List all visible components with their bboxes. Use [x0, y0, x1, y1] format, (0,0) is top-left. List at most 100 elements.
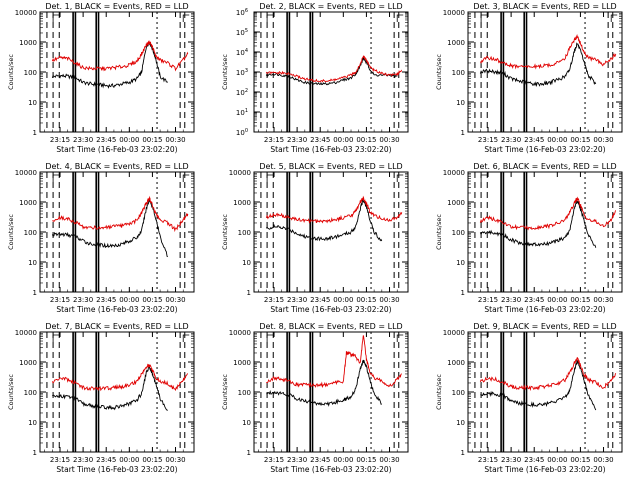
- y-tick-label: 10000: [443, 329, 465, 337]
- y-axis-label: Counts/sec: [435, 54, 443, 90]
- y-tick-label: 1: [247, 449, 251, 457]
- x-tick-label: 23:15: [50, 136, 70, 144]
- y-tick-label: 101: [236, 108, 248, 117]
- x-tick-label: 00:15: [356, 136, 376, 144]
- panel-det-5: Det. 5, BLACK = Events, RED = LLD 1 10 100 1…: [221, 162, 409, 314]
- x-tick-label: 00:00: [333, 136, 353, 144]
- x-tick-label: 23:45: [524, 136, 544, 144]
- panel-det-9: Det. 9, BLACK = Events, RED = LLD 1 10 100 1…: [435, 322, 623, 474]
- y-tick-label: 10000: [229, 329, 251, 337]
- panel-title: Det. 7, BLACK = Events, RED = LLD: [45, 322, 188, 331]
- y-tick-label: 10: [456, 419, 465, 427]
- panel-det-4: Det. 4, BLACK = Events, RED = LLD 1 10 100 1…: [7, 162, 195, 314]
- x-tick-label: 23:30: [73, 136, 93, 144]
- lld-series-line: [479, 196, 617, 231]
- y-tick-exponent: 3: [245, 68, 248, 74]
- x-tick-label: 23:45: [310, 456, 330, 464]
- x-tick-label: 00:00: [333, 296, 353, 304]
- x-tick-label: 00:15: [356, 296, 376, 304]
- y-tick-exponent: 5: [245, 28, 248, 34]
- x-tick-label: 23:45: [310, 136, 330, 144]
- marker-bracket: [182, 14, 190, 22]
- x-tick-label: 00:30: [593, 296, 613, 304]
- x-tick-label: 00:30: [379, 296, 399, 304]
- marker-bracket: [266, 334, 274, 342]
- y-axis-label: Counts/sec: [7, 214, 15, 250]
- y-tick-label: 1000: [19, 199, 37, 207]
- x-tick-label: 00:00: [547, 456, 567, 464]
- x-tick-label: 23:45: [310, 296, 330, 304]
- lld-series-line: [52, 195, 189, 233]
- y-tick-label: 1000: [19, 39, 37, 47]
- x-axis-label: Start Time (16-Feb-03 23:02:20): [270, 305, 391, 314]
- x-tick-label: 00:00: [119, 296, 139, 304]
- y-tick-exponent: 2: [245, 88, 248, 94]
- y-tick-label: 1: [33, 449, 37, 457]
- x-tick-label: 23:30: [501, 136, 521, 144]
- x-tick-label: 23:15: [264, 136, 284, 144]
- x-tick-label: 00:30: [165, 136, 185, 144]
- x-axis-label: Start Time (16-Feb-03 23:02:20): [56, 145, 177, 154]
- y-tick-label: 10000: [15, 329, 37, 337]
- x-tick-label: 00:30: [165, 456, 185, 464]
- y-tick-label: 100: [238, 389, 251, 397]
- events-series-line: [479, 200, 597, 248]
- marker-bracket: [266, 14, 274, 22]
- marker-bracket: [52, 334, 60, 342]
- y-tick-label: 10: [456, 99, 465, 107]
- x-tick-label: 23:15: [50, 296, 70, 304]
- y-tick-label: 100: [452, 69, 465, 77]
- marker-bracket: [182, 174, 190, 182]
- y-tick-label: 100: [24, 389, 37, 397]
- x-tick-label: 00:30: [165, 296, 185, 304]
- x-axis-label: Start Time (16-Feb-03 23:02:20): [484, 145, 605, 154]
- x-tick-label: 23:30: [501, 296, 521, 304]
- y-tick-label: 10: [242, 259, 251, 267]
- y-tick-label: 100: [452, 229, 465, 237]
- y-tick-exponent: 1: [245, 108, 248, 114]
- x-tick-label: 00:15: [570, 136, 590, 144]
- y-axis-label: Counts/sec: [435, 374, 443, 410]
- y-tick-label: 1: [33, 129, 37, 137]
- lld-series-line: [479, 34, 617, 70]
- panel-title: Det. 3, BLACK = Events, RED = LLD: [473, 2, 616, 11]
- y-tick-label: 100: [24, 229, 37, 237]
- panel-title: Det. 5, BLACK = Events, RED = LLD: [259, 162, 402, 171]
- y-tick-label: 10000: [443, 9, 465, 17]
- marker-bracket: [52, 14, 60, 22]
- x-tick-label: 00:30: [379, 136, 399, 144]
- panel-det-2: Det. 2, BLACK = Events, RED = LLD1001011…: [221, 2, 409, 154]
- marker-bracket: [610, 334, 618, 342]
- x-tick-label: 23:15: [478, 296, 498, 304]
- x-tick-label: 23:15: [50, 456, 70, 464]
- y-tick-label: 1000: [233, 359, 251, 367]
- y-tick-label: 100: [452, 389, 465, 397]
- x-tick-label: 23:30: [287, 456, 307, 464]
- y-tick-label: 1000: [447, 359, 465, 367]
- marker-bracket: [610, 14, 618, 22]
- x-tick-label: 00:00: [333, 456, 353, 464]
- x-tick-label: 23:30: [287, 136, 307, 144]
- x-tick-label: 00:15: [570, 296, 590, 304]
- x-tick-label: 23:30: [287, 296, 307, 304]
- x-axis-label: Start Time (16-Feb-03 23:02:20): [270, 145, 391, 154]
- y-tick-label: 1: [461, 449, 465, 457]
- marker-bracket: [396, 334, 404, 342]
- y-tick-label: 1: [33, 289, 37, 297]
- marker-bracket: [52, 174, 60, 182]
- y-axis-label: Counts/sec: [221, 54, 229, 90]
- y-tick-label: 105: [236, 28, 248, 37]
- x-tick-label: 00:00: [547, 296, 567, 304]
- y-tick-label: 10: [28, 419, 37, 427]
- events-series-line: [480, 360, 597, 411]
- events-series-line: [266, 359, 382, 407]
- y-tick-label: 10000: [443, 169, 465, 177]
- x-tick-label: 23:45: [96, 456, 116, 464]
- y-tick-label: 10000: [15, 9, 37, 17]
- events-series-line: [52, 364, 168, 411]
- events-series-line: [51, 41, 169, 89]
- lld-series-line: [266, 335, 402, 389]
- marker-bracket: [182, 334, 190, 342]
